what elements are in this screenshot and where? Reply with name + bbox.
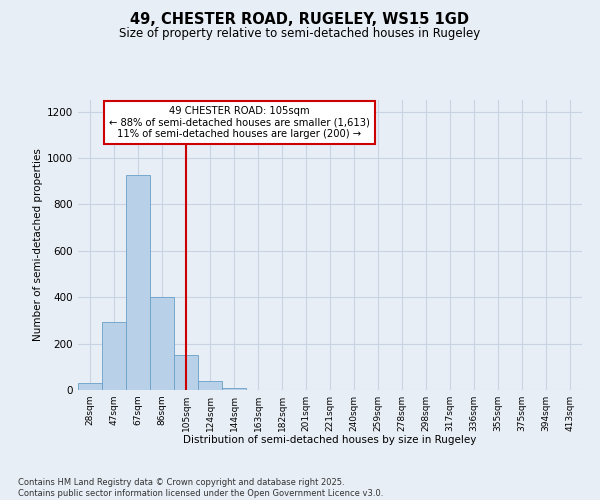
Bar	[78, 383, 102, 390]
Text: Size of property relative to semi-detached houses in Rugeley: Size of property relative to semi-detach…	[119, 28, 481, 40]
X-axis label: Distribution of semi-detached houses by size in Rugeley: Distribution of semi-detached houses by …	[184, 436, 476, 446]
Bar	[150, 297, 174, 390]
Y-axis label: Number of semi-detached properties: Number of semi-detached properties	[33, 148, 43, 342]
Bar	[198, 380, 222, 390]
Bar	[126, 176, 150, 390]
Text: 49 CHESTER ROAD: 105sqm
← 88% of semi-detached houses are smaller (1,613)
11% of: 49 CHESTER ROAD: 105sqm ← 88% of semi-de…	[109, 106, 370, 139]
Bar	[222, 388, 246, 390]
Text: 49, CHESTER ROAD, RUGELEY, WS15 1GD: 49, CHESTER ROAD, RUGELEY, WS15 1GD	[131, 12, 470, 28]
Bar	[174, 355, 198, 390]
Bar	[102, 322, 126, 390]
Text: Contains HM Land Registry data © Crown copyright and database right 2025.
Contai: Contains HM Land Registry data © Crown c…	[18, 478, 383, 498]
